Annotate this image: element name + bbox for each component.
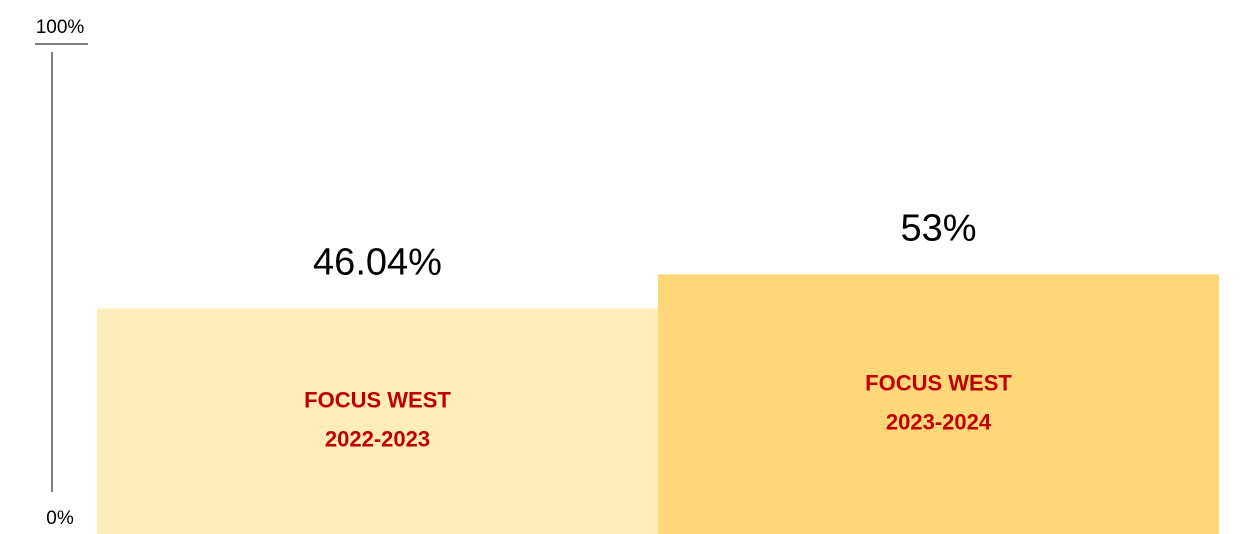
bar <box>658 274 1219 534</box>
bar <box>97 308 658 534</box>
y-tick-label: 0% <box>46 508 74 529</box>
category-label: 2022-2023 <box>325 427 430 452</box>
value-label: 46.04% <box>313 241 442 283</box>
y-tick-label: 100% <box>36 17 85 38</box>
category-label: FOCUS WEST <box>304 388 451 413</box>
value-label: 53% <box>900 207 976 249</box>
category-label: 2023-2024 <box>886 409 992 434</box>
category-label: FOCUS WEST <box>865 370 1012 395</box>
